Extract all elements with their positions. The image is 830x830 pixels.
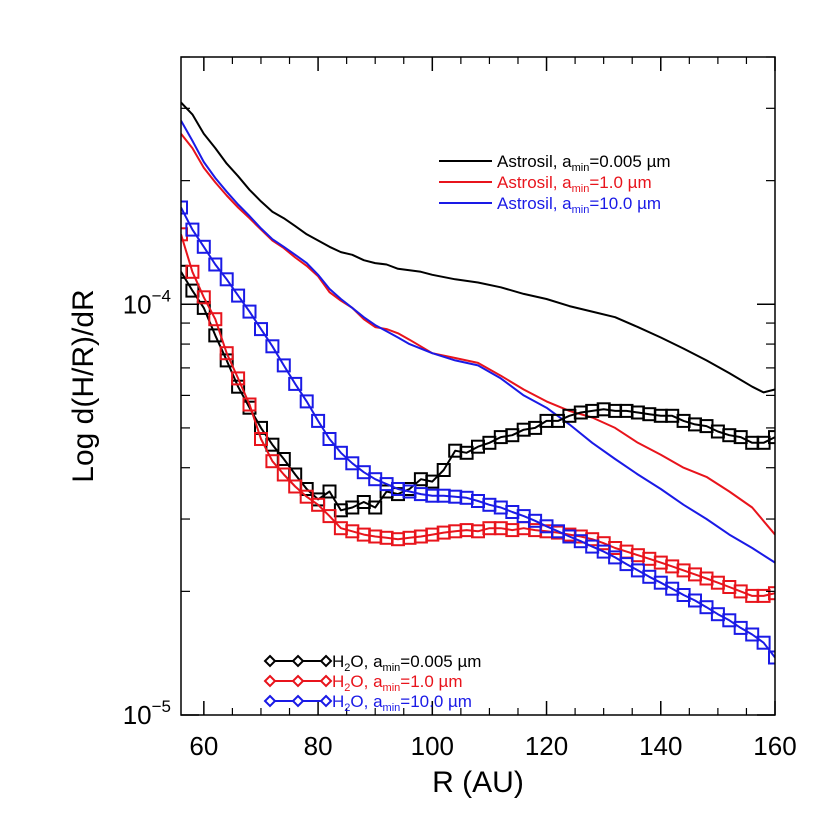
- series-4: [181, 264, 775, 518]
- y-tick-label: 10−4: [123, 286, 171, 319]
- legend-label: H2O, amin=1.0 µm: [332, 672, 463, 694]
- data-point: [196, 290, 211, 305]
- data-point: [722, 613, 737, 628]
- data-point: [219, 272, 234, 287]
- data-point: [333, 445, 348, 460]
- data-point: [265, 454, 280, 469]
- legend-entry: H2O, amin=0.005 µm: [263, 652, 481, 674]
- series-line: [181, 120, 775, 564]
- data-point: [311, 497, 326, 512]
- data-point: [185, 264, 200, 279]
- legend-diamond: [291, 694, 305, 708]
- series-line: [181, 101, 775, 394]
- legend-label: H2O, amin=10.0 µm: [332, 692, 472, 714]
- data-point: [345, 456, 360, 471]
- legend-diamond: [263, 694, 277, 708]
- data-point: [254, 322, 268, 337]
- legend-diamond: [319, 654, 333, 668]
- data-point: [288, 376, 303, 391]
- legend-diamond: [263, 674, 277, 688]
- plot-lines: [181, 101, 775, 665]
- data-point: [208, 257, 223, 272]
- x-tick-label: 140: [639, 731, 682, 761]
- data-point: [185, 222, 200, 237]
- plot-frame: [180, 56, 776, 716]
- series-6: [181, 200, 775, 665]
- series-2: [181, 133, 775, 536]
- x-tick-label: 120: [525, 731, 568, 761]
- legend-entry: H2O, amin=1.0 µm: [263, 672, 463, 694]
- data-point: [254, 432, 268, 446]
- legend-label: H2O, amin=0.005 µm: [332, 652, 481, 674]
- legend-diamond: [319, 674, 333, 688]
- data-point: [768, 430, 775, 445]
- data-point: [231, 371, 246, 386]
- legend-label: Astrosil, amin=1.0 µm: [497, 173, 652, 195]
- series-1: [181, 101, 775, 394]
- data-point: [311, 413, 326, 428]
- data-point: [299, 394, 314, 409]
- data-point: [242, 304, 257, 319]
- legend-entry: Astrosil, amin=1.0 µm: [439, 173, 652, 195]
- legend-label: Astrosil, amin=10.0 µm: [497, 194, 661, 216]
- x-tick-label: 100: [411, 731, 454, 761]
- data-point: [231, 288, 246, 303]
- data-point: [265, 339, 280, 354]
- data-point: [242, 397, 257, 412]
- series-line: [181, 271, 775, 512]
- data-point: [181, 200, 188, 215]
- data-point: [276, 358, 291, 373]
- data-point: [768, 650, 775, 665]
- data-point: [368, 500, 383, 515]
- data-point: [768, 586, 775, 601]
- legend-label: Astrosil, amin=0.005 µm: [497, 152, 671, 174]
- data-point: [322, 484, 337, 499]
- legend-diamond: [291, 654, 305, 668]
- x-tick-label: 60: [189, 731, 218, 761]
- data-point: [276, 467, 291, 482]
- tick-labels: 60 80 100 120 140 160 10−4 10−5: [123, 286, 797, 761]
- data-point: [208, 312, 223, 327]
- data-point: [425, 474, 440, 489]
- legend-diamond: [263, 654, 277, 668]
- legend-diamond: [291, 674, 305, 688]
- data-point: [322, 432, 337, 446]
- data-point: [322, 509, 337, 524]
- data-point: [756, 635, 771, 650]
- x-tick-label: 160: [753, 731, 796, 761]
- data-point: [196, 239, 211, 254]
- series-3: [181, 120, 775, 564]
- axis-ticks: [181, 56, 776, 716]
- data-point: [288, 479, 303, 494]
- legend-entry: Astrosil, amin=0.005 µm: [439, 152, 671, 174]
- data-point: [436, 463, 451, 477]
- series-line: [181, 234, 775, 597]
- y-axis-title: Log d(H/R)/dR: [67, 289, 100, 482]
- x-tick-label: 80: [304, 731, 333, 761]
- legend-diamond: [319, 694, 333, 708]
- data-point: [219, 346, 234, 361]
- legend-entry: Astrosil, amin=10.0 µm: [439, 194, 661, 216]
- data-point: [299, 489, 314, 504]
- series-line: [181, 133, 775, 536]
- x-axis-title: R (AU): [432, 766, 524, 799]
- y-tick-label: 10−5: [123, 697, 171, 730]
- legend-entry: H2O, amin=10.0 µm: [263, 692, 472, 714]
- data-point: [745, 627, 760, 642]
